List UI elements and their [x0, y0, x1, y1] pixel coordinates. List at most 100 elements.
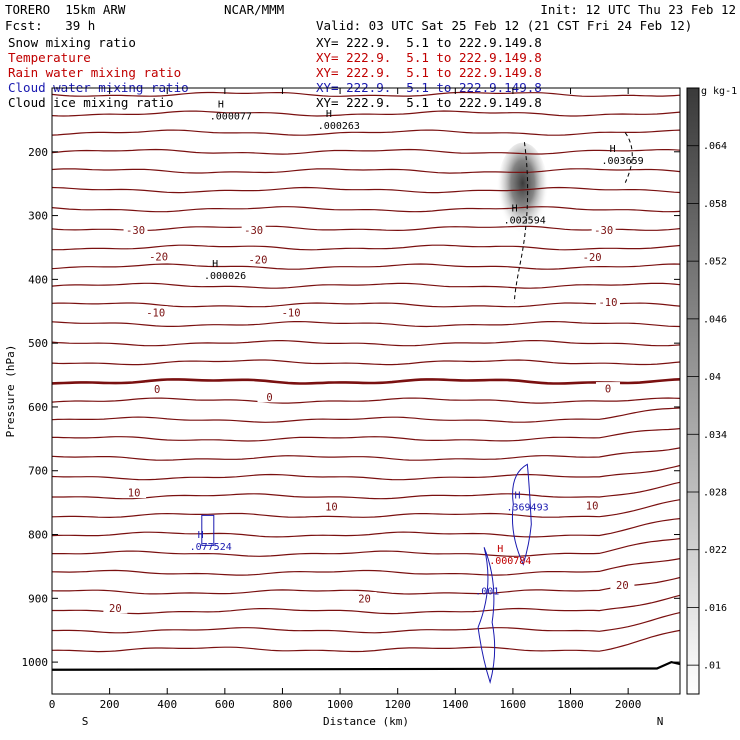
colorbar-tick-label-3: .028	[703, 488, 727, 499]
y-tick-label-5: 700	[28, 465, 48, 478]
isotherm-290	[51, 206, 681, 213]
isotherm-200	[51, 148, 681, 155]
extremum-value-3: .002594	[504, 215, 546, 226]
extremum-mark-4: H	[212, 259, 218, 270]
field-label-cloud-ice: Cloud ice mixing ratio	[8, 95, 174, 110]
x-axis-label: Distance (km)	[323, 715, 409, 728]
colorbar-tick-label-4: .034	[703, 430, 727, 441]
isotherm-830	[52, 538, 681, 557]
cloud-water-contour-1	[477, 547, 496, 685]
extremum-value-2: .003659	[602, 156, 644, 167]
temp-label-16: 20	[358, 593, 371, 605]
isotherm-890	[51, 576, 681, 595]
colorbar-tick-label-9: .064	[703, 141, 727, 152]
y-tick-label-0: 200	[28, 146, 48, 159]
cloud-water-contour-3	[201, 514, 215, 546]
isotherm-530	[51, 359, 681, 366]
temp-label-bg-3	[146, 250, 171, 263]
temp-label-bg-14	[580, 498, 605, 511]
isotherm-800	[51, 518, 681, 538]
temp-label-bg-9	[145, 382, 170, 395]
field-xy-rain: XY= 222.9. 5.1 to 222.9.149.8	[316, 65, 542, 80]
isotherm-740	[52, 481, 681, 500]
temp-label-bg-10	[257, 390, 282, 403]
y-tick-label-1: 300	[28, 210, 48, 223]
extremum-mark-2: H	[610, 144, 616, 155]
temp-label-7: -10	[282, 308, 301, 320]
temp-label-bg-17	[610, 578, 635, 591]
isotherm-440	[51, 302, 681, 308]
temp-label-4: -20	[248, 255, 267, 267]
colorbar	[686, 87, 700, 695]
extremum-value-7: .000784	[489, 556, 531, 567]
extremum-value-4: .000026	[204, 271, 246, 282]
x-tick-label-10: 2000	[615, 698, 642, 711]
colorbar-tick-label-2: .022	[703, 545, 727, 556]
colorbar-tick-label-7: .052	[703, 257, 727, 268]
isotherm-260	[51, 186, 681, 194]
isotherm-770	[51, 499, 681, 519]
temp-label-bg-2	[591, 223, 616, 236]
isotherm-650	[52, 428, 681, 442]
colorbar-tick-label-8: .058	[703, 199, 727, 210]
plot-frame	[51, 87, 681, 695]
cloud-ice-contour-2	[624, 132, 633, 183]
extremum-value-5: .369493	[506, 502, 548, 513]
x-tick-label-8: 1600	[500, 698, 527, 711]
snow-shading	[496, 142, 549, 244]
extremum-value-1: .000263	[318, 121, 360, 132]
x-tick-label-4: 800	[273, 698, 293, 711]
y-tick-label-7: 900	[28, 592, 48, 605]
temp-label-5: -20	[583, 252, 602, 264]
isotherm-620	[51, 407, 681, 423]
temp-label-12: 10	[128, 488, 141, 500]
isotherm-500	[51, 340, 681, 347]
cloud-water-contour-2	[511, 463, 532, 566]
extremum-value-0: .000077	[210, 111, 252, 122]
cloud-ice-contour-1	[513, 142, 529, 303]
x-tick-label-1: 200	[100, 698, 120, 711]
extremum-mark-1: H	[326, 109, 332, 120]
field-xy-temperature: XY= 222.9. 5.1 to 222.9.149.8	[316, 50, 542, 65]
colorbar-tick-label-0: .01	[703, 661, 721, 672]
isotherm-140	[51, 110, 681, 117]
extremum-mark-0: H	[218, 99, 224, 110]
colorbar-tick-label-1: .016	[703, 603, 727, 614]
isotherm-350	[52, 244, 681, 251]
isotherm-110	[51, 91, 681, 97]
y-tick-label-4: 600	[28, 401, 48, 414]
temp-label-bg-11	[595, 382, 620, 395]
x-tick-label-0: 0	[49, 698, 56, 711]
temp-label-8: -10	[598, 297, 617, 309]
temp-label-bg-13	[319, 500, 344, 513]
isotherm-170	[51, 129, 681, 136]
temp-label-9: 0	[154, 384, 160, 396]
colorbar-tick-label-6: .046	[703, 314, 727, 325]
isotherm-980	[51, 629, 681, 653]
field-label-rain: Rain water mixing ratio	[8, 65, 182, 80]
colorbar-tick-label-5: .04	[703, 372, 721, 383]
extremum-mark-3: H	[512, 203, 518, 214]
temp-label-0: -30	[126, 225, 145, 237]
extremum-value-6: .077524	[190, 542, 232, 553]
temp-label-bg-0	[123, 223, 148, 236]
isotherm-230	[51, 168, 681, 174]
isotherm-680	[51, 447, 681, 461]
temp-label-bg-5	[580, 250, 605, 263]
temp-label-bg-4	[245, 253, 270, 266]
temp-label-bg-1	[241, 223, 266, 236]
model-label: TORERO 15km ARW	[5, 2, 126, 17]
temp-label-14: 10	[586, 500, 599, 512]
temp-label-bg-6	[143, 306, 168, 319]
isotherm-920	[52, 594, 681, 615]
temp-label-bg-12	[122, 486, 147, 499]
temp-label-13: 10	[325, 502, 338, 514]
temp-label-17: 20	[616, 580, 629, 592]
temp-label-6: -10	[146, 308, 165, 320]
isotherm-710	[51, 464, 681, 481]
x-tick-label-6: 1200	[384, 698, 411, 711]
isotherm-860	[51, 558, 681, 576]
y-tick-label-8: 1000	[22, 656, 49, 669]
extremum-mark-7: H	[497, 544, 503, 555]
